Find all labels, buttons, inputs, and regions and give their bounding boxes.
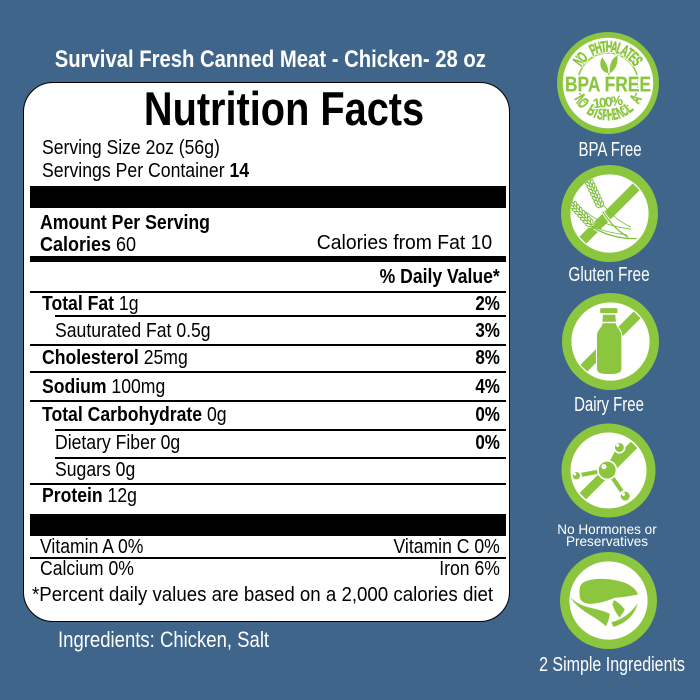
svg-text:H: H [606,107,614,124]
svg-text:E: E [610,106,620,124]
svg-text:T: T [600,39,608,57]
svg-text:A: A [609,39,619,57]
svg-text:H: H [605,39,612,56]
svg-text:L: L [614,40,625,58]
svg-text:P: P [602,107,610,124]
svg-text:P: P [602,107,610,124]
svg-text:H: H [605,39,612,56]
svg-text:I: I [591,105,600,122]
svg-text:H: H [606,107,614,124]
svg-text:T: T [600,39,608,57]
svg-text:100%: 100% [592,93,624,112]
svg-text:BPA FREE: BPA FREE [565,73,651,97]
svg-text:S: S [595,106,605,124]
svg-text:100%: 100% [592,93,624,112]
svg-text:BPA FREE: BPA FREE [565,73,651,97]
svg-text:H: H [593,40,604,58]
svg-text:A: A [609,39,619,57]
svg-text:I: I [591,105,600,122]
